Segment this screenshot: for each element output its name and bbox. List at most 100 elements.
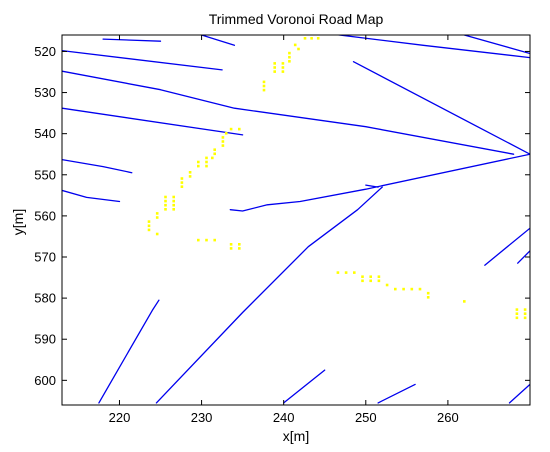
chart-title: Trimmed Voronoi Road Map	[209, 11, 384, 27]
voronoi-point-39	[180, 185, 184, 188]
road-segment-5	[62, 189, 121, 203]
voronoi-point-44	[164, 203, 167, 207]
road-segment-14	[98, 299, 160, 404]
voronoi-point-21	[229, 127, 233, 131]
voronoi-point-29	[205, 156, 208, 160]
voronoi-point-36	[188, 175, 192, 178]
voronoi-point-38	[180, 181, 184, 184]
voronoi-point-65	[369, 275, 372, 278]
voronoi-point-53	[155, 232, 159, 236]
voronoi-point-4	[303, 37, 307, 40]
road-segment-10	[352, 61, 530, 155]
voronoi-point-55	[205, 238, 208, 242]
x-tick-label-250: 250	[355, 410, 377, 425]
voronoi-point-60	[238, 247, 241, 250]
voronoi-point-31	[197, 160, 200, 164]
y-tick-label-540: 540	[34, 126, 56, 141]
voronoi-point-25	[221, 140, 225, 143]
voronoi-point-78	[515, 308, 519, 311]
y-tick-label-600: 600	[34, 373, 56, 388]
x-tick-label-230: 230	[191, 410, 213, 425]
voronoi-point-33	[197, 164, 200, 168]
x-axis-label: x[m]	[283, 428, 309, 444]
road-segment-16	[377, 383, 416, 404]
plot-area	[62, 35, 530, 404]
voronoi-point-37	[180, 177, 184, 180]
voronoi-point-72	[402, 287, 405, 291]
voronoi-point-73	[410, 287, 414, 291]
voronoi-point-24	[221, 136, 225, 139]
voronoi-point-26	[221, 144, 225, 147]
voronoi-point-49	[155, 216, 159, 219]
voronoi-point-52	[147, 228, 151, 232]
voronoi-point-23	[224, 132, 228, 135]
voronoi-point-47	[172, 208, 175, 211]
voronoi-point-30	[211, 156, 214, 160]
voronoi-point-43	[172, 199, 175, 203]
voronoi-point-70	[385, 283, 389, 287]
voronoi-point-68	[369, 279, 372, 283]
voronoi-point-40	[164, 195, 167, 199]
voronoi-point-10	[288, 55, 291, 59]
voronoi-point-5	[310, 37, 313, 40]
voronoi-point-17	[281, 70, 285, 73]
road-segment-11	[229, 153, 530, 212]
axes: 220 230 240 250 260 520 530 540 550 560 570 580 590 6…	[34, 34, 531, 425]
road-segment-1	[62, 49, 223, 71]
voronoi-point-74	[418, 287, 422, 291]
voronoi-point-58	[238, 243, 241, 246]
voronoi-point-42	[164, 199, 167, 203]
voronoi-point-75	[426, 291, 430, 295]
voronoi-point-32	[205, 160, 208, 164]
road-segment-7	[200, 35, 236, 46]
voronoi-point-9	[288, 51, 291, 55]
road-segment-9	[463, 35, 530, 55]
voronoi-point-61	[336, 271, 340, 274]
voronoi-point-28	[213, 152, 216, 156]
y-axis-label: y[m]	[10, 209, 26, 235]
voronoi-point-35	[188, 171, 192, 174]
voronoi-point-80	[515, 312, 519, 315]
voronoi-point-6	[316, 37, 320, 40]
voronoi-point-71	[394, 287, 397, 291]
road-segment-12	[365, 184, 379, 188]
voronoi-point-59	[229, 247, 233, 250]
road-segment-6	[102, 38, 162, 42]
road-segment-2	[62, 70, 515, 155]
x-tick-label-220: 220	[109, 410, 131, 425]
y-tick-label-570: 570	[34, 250, 56, 265]
voronoi-point-20	[262, 88, 266, 92]
voronoi-point-16	[273, 70, 276, 73]
voronoi-point-56	[213, 238, 216, 242]
road-segment-4	[62, 158, 133, 174]
voronoi-point-57	[229, 243, 233, 246]
voronoi-point-27	[213, 148, 216, 151]
voronoi-point-14	[273, 66, 276, 69]
road-segment-13	[155, 186, 383, 404]
road-segment-8	[334, 35, 530, 59]
voronoi-point-22	[238, 127, 241, 131]
road-segment-18	[517, 250, 530, 264]
voronoi-point-79	[523, 308, 527, 311]
voronoi-point-82	[515, 316, 519, 320]
voronoi-point-81	[523, 312, 527, 315]
y-tick-label-520: 520	[34, 44, 56, 59]
y-tick-label-530: 530	[34, 85, 56, 100]
voronoi-point-15	[281, 66, 285, 69]
road-segment-17	[484, 227, 530, 266]
voronoi-point-19	[262, 84, 266, 88]
voronoi-point-69	[377, 279, 381, 283]
voronoi-point-63	[353, 271, 356, 274]
voronoi-point-12	[281, 62, 285, 65]
voronoi-point-41	[172, 195, 175, 199]
voronoi-point-76	[426, 296, 430, 299]
voronoi-point-64	[361, 275, 364, 278]
voronoi-point-50	[147, 220, 151, 223]
voronoi-point-54	[197, 238, 200, 242]
voronoi-point-77	[463, 300, 466, 303]
plot-frame	[61, 34, 531, 406]
road-segment-19	[508, 383, 530, 404]
voronoi-point-66	[377, 275, 381, 278]
